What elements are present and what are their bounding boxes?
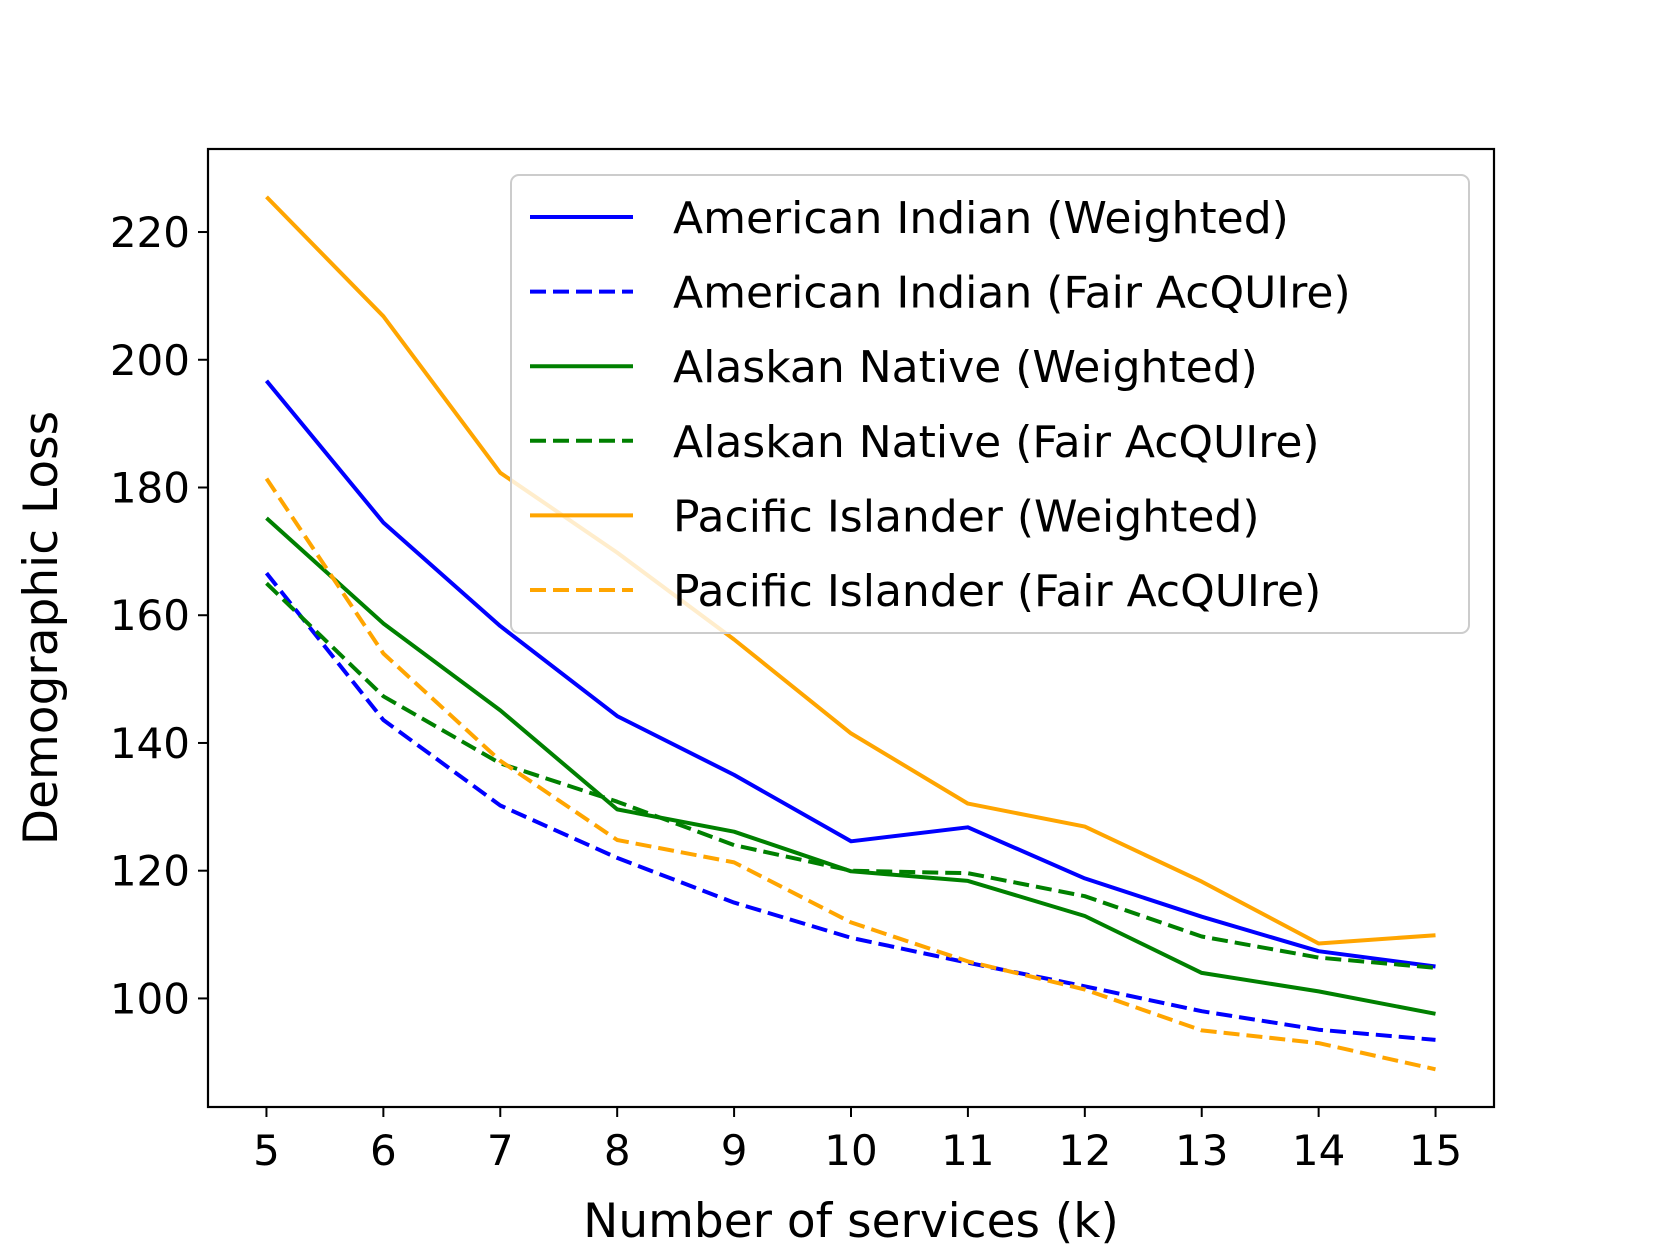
x-tick-label: 7 bbox=[487, 1126, 514, 1175]
y-tick-label: 140 bbox=[110, 719, 190, 768]
x-tick-label: 5 bbox=[253, 1126, 280, 1175]
x-tick-label: 12 bbox=[1058, 1126, 1111, 1175]
y-axis-label: Demographic Loss bbox=[14, 411, 69, 845]
x-tick-label: 14 bbox=[1292, 1126, 1345, 1175]
y-tick-label: 220 bbox=[110, 208, 190, 257]
series-line-2 bbox=[264, 571, 1436, 1042]
legend-label-6: Pacific Islander (Fair AcQUIre) bbox=[673, 566, 1321, 617]
series-line-3 bbox=[265, 516, 1436, 1016]
y-tick-label: 160 bbox=[110, 591, 190, 640]
x-tick-label: 11 bbox=[941, 1126, 994, 1175]
y-axis: 100 120 140 160 180 200 220 bbox=[110, 208, 208, 1023]
legend-label-4: Alaskan Native (Fair AcQUIre) bbox=[673, 417, 1320, 468]
series-line-6 bbox=[264, 477, 1436, 1072]
legend-label-3: Alaskan Native (Weighted) bbox=[673, 342, 1258, 393]
x-tick-label: 10 bbox=[824, 1126, 877, 1175]
legend-label-2: American Indian (Fair AcQUIre) bbox=[673, 268, 1351, 319]
series-line-4 bbox=[265, 581, 1436, 970]
y-tick-label: 120 bbox=[110, 847, 190, 896]
y-tick-label: 100 bbox=[110, 974, 190, 1023]
legend-frame bbox=[510, 174, 1470, 634]
y-tick-label: 180 bbox=[110, 463, 190, 512]
legend: American Indian (Weighted) American India… bbox=[510, 174, 1470, 634]
legend-items: American Indian (Weighted) American India… bbox=[530, 193, 1351, 617]
y-tick-label: 200 bbox=[110, 336, 190, 385]
x-tick-label: 9 bbox=[721, 1126, 748, 1175]
legend-label-1: American Indian (Weighted) bbox=[673, 193, 1289, 244]
series-layer bbox=[264, 195, 1436, 1072]
x-tick-label: 8 bbox=[604, 1126, 631, 1175]
x-axis: 5 6 7 8 9 10 11 12 13 14 15 bbox=[253, 1107, 1462, 1175]
x-tick-label: 6 bbox=[370, 1126, 397, 1175]
x-tick-label: 13 bbox=[1175, 1126, 1228, 1175]
series-line-5 bbox=[265, 195, 1436, 946]
x-axis-label: Number of services (k) bbox=[583, 1194, 1119, 1245]
series-line-1 bbox=[264, 379, 1436, 969]
legend-label-5: Pacific Islander (Weighted) bbox=[673, 491, 1260, 542]
x-tick-label: 15 bbox=[1409, 1126, 1462, 1175]
